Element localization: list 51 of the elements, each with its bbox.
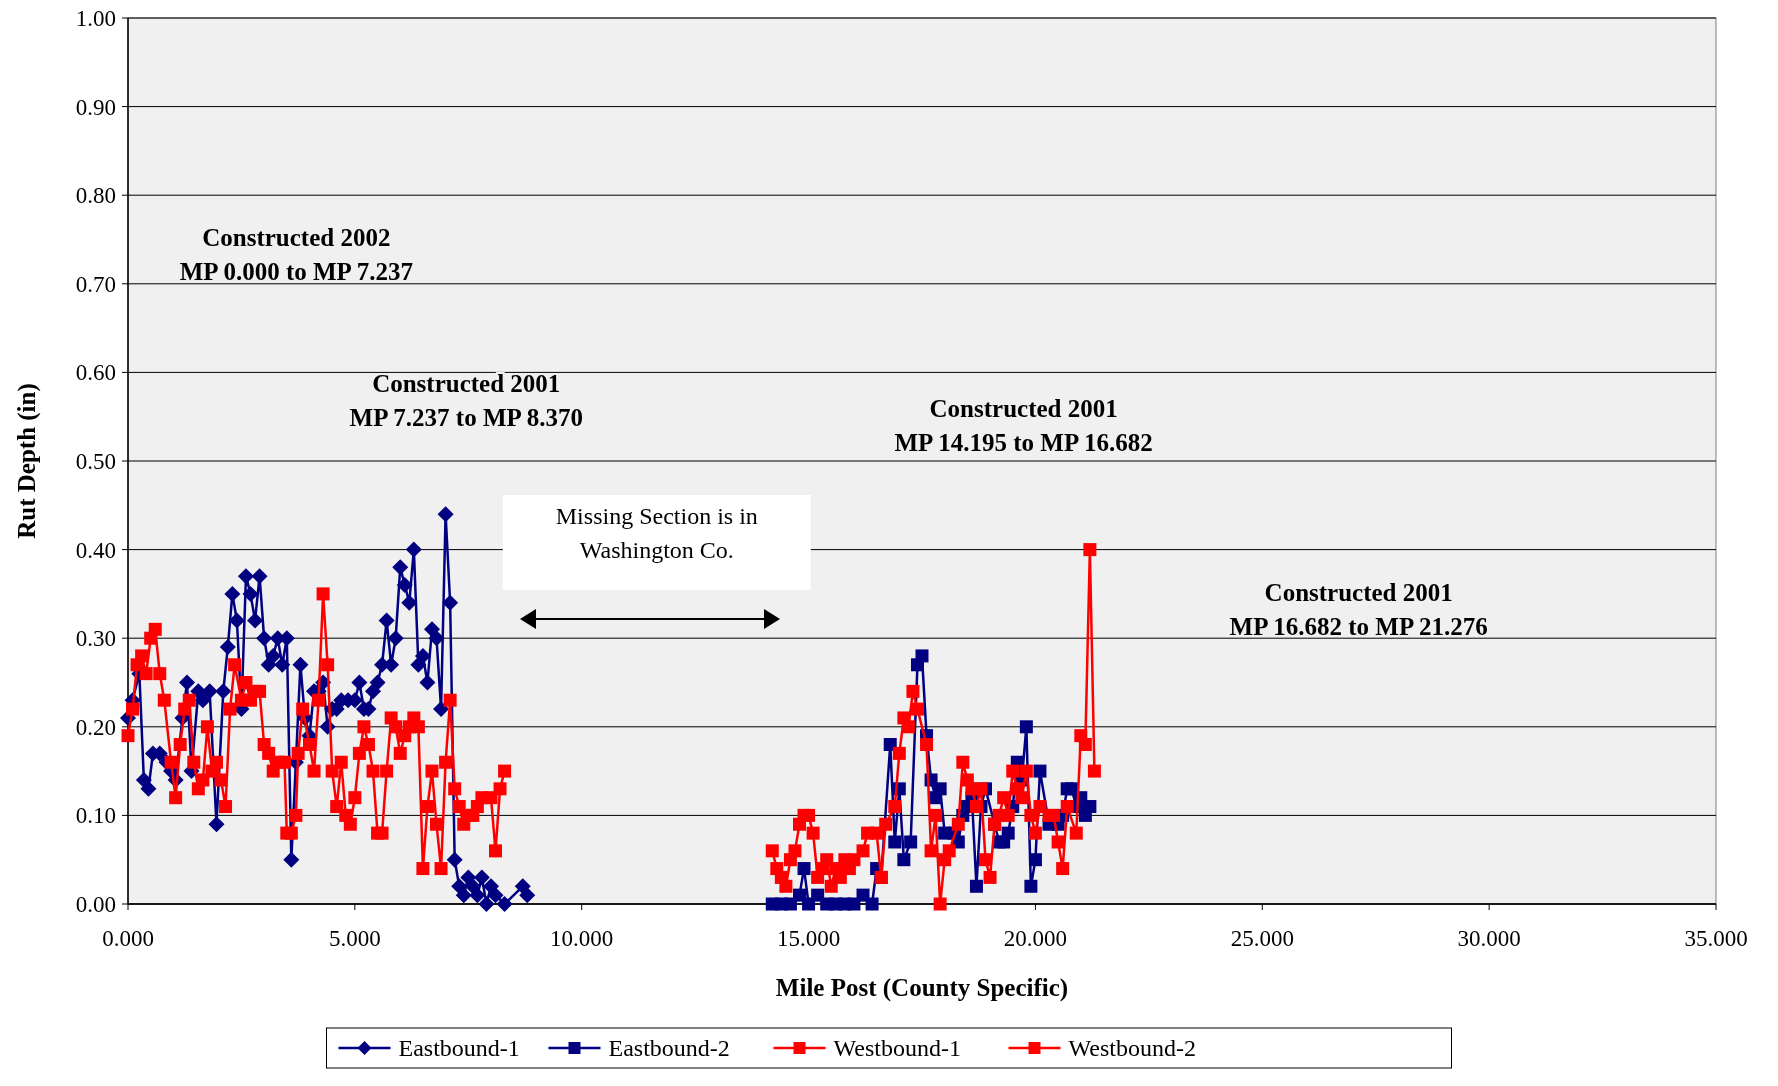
point bbox=[802, 897, 816, 911]
x-tick-label: 15.000 bbox=[776, 926, 841, 951]
point bbox=[1033, 764, 1047, 778]
point bbox=[1024, 879, 1038, 893]
point bbox=[865, 897, 879, 911]
point bbox=[1028, 853, 1042, 867]
x-tick-label: 25.000 bbox=[1230, 926, 1294, 951]
point bbox=[888, 835, 902, 849]
y-tick-label: 0.00 bbox=[75, 892, 116, 918]
point bbox=[883, 738, 897, 752]
point bbox=[969, 879, 983, 893]
legend-label: Westbound-2 bbox=[1068, 1035, 1196, 1062]
point bbox=[897, 853, 911, 867]
x-tick-label: 10.000 bbox=[550, 926, 614, 951]
point bbox=[783, 897, 797, 911]
y-tick-label: 0.10 bbox=[75, 803, 116, 829]
x-tick-label: 0.000 bbox=[102, 926, 154, 951]
annotation: Constructed 2001 MP 7.237 to MP 8.370 bbox=[349, 370, 583, 431]
x-tick-label: 5.000 bbox=[328, 926, 381, 951]
x-axis-title: Mile Post (County Specific) bbox=[775, 974, 1069, 1002]
annotation: Constructed 2002 MP 0.000 to MP 7.237 bbox=[179, 224, 413, 285]
y-tick-label: 0.40 bbox=[75, 537, 116, 563]
point bbox=[847, 897, 861, 911]
y-axis-title: Rut Depth (in) bbox=[13, 383, 41, 539]
point bbox=[856, 888, 870, 902]
y-tick-label: 0.80 bbox=[75, 183, 116, 209]
legend-label: Eastbound-1 bbox=[398, 1035, 520, 1062]
point bbox=[811, 888, 825, 902]
point bbox=[1001, 826, 1015, 840]
annotation: Constructed 2001 MP 16.682 to MP 21.276 bbox=[1229, 579, 1488, 640]
x-tick-label: 20.000 bbox=[1003, 926, 1068, 951]
y-tick-label: 0.20 bbox=[75, 714, 116, 740]
point bbox=[933, 782, 947, 796]
point bbox=[1083, 800, 1097, 814]
point bbox=[904, 835, 918, 849]
annotation: Missing Section is in Washington Co. bbox=[555, 503, 758, 563]
y-tick-label: 0.90 bbox=[75, 94, 116, 120]
x-tick-label: 35.000 bbox=[1684, 926, 1748, 951]
point bbox=[797, 862, 811, 876]
annotation: Constructed 2001 MP 14.195 to MP 16.682 bbox=[894, 395, 1153, 456]
y-tick-label: 0.70 bbox=[75, 271, 116, 297]
legend-label: Westbound-1 bbox=[833, 1035, 961, 1062]
point bbox=[915, 649, 929, 663]
legend-label: Eastbound-2 bbox=[608, 1035, 730, 1062]
y-tick-label: 0.60 bbox=[75, 360, 116, 386]
x-tick-label: 30.000 bbox=[1457, 926, 1521, 951]
point bbox=[793, 888, 806, 902]
y-tick-label: 0.30 bbox=[75, 626, 116, 652]
y-tick-label: 1.00 bbox=[75, 6, 116, 32]
point bbox=[1019, 720, 1033, 734]
y-tick-label: 0.50 bbox=[75, 449, 116, 475]
